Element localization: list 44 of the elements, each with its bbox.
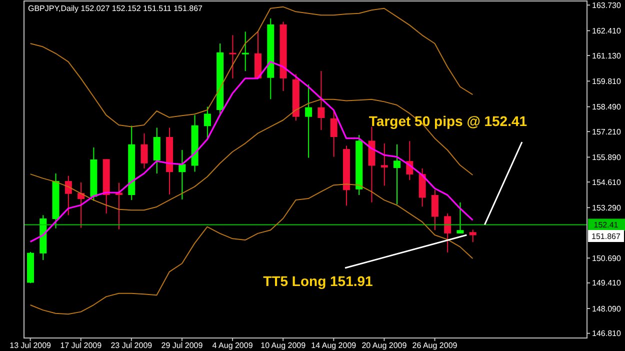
chart-title: GBPJPY,Daily 152.027 152.152 151.511 151.867	[28, 4, 204, 13]
candlestick	[204, 106, 211, 139]
candlestick	[456, 202, 464, 234]
candlestick	[242, 31, 249, 72]
y-tick-label: 161.130	[592, 51, 622, 60]
candlestick	[444, 212, 452, 253]
candlestick	[431, 189, 438, 231]
x-tick-label: 20 Aug 2009	[362, 341, 408, 350]
y-tick-label: 158.490	[592, 102, 622, 112]
candlestick	[178, 150, 186, 200]
x-tick-label: 26 Aug 2009	[412, 341, 458, 350]
x-tick-label: 13 Jul 2009	[10, 341, 52, 350]
y-tick-label: 150.690	[592, 254, 622, 263]
x-tick-label: 17 Jul 2009	[60, 341, 102, 350]
candlestick	[394, 144, 401, 205]
y-tick-label: 148.090	[592, 304, 622, 314]
y-tick-label: 159.810	[592, 76, 622, 86]
y-tick-label: 155.890	[592, 153, 622, 162]
y-tick-label: 157.210	[592, 127, 622, 136]
candlestick	[330, 110, 338, 158]
y-tick-label: 146.810	[592, 329, 622, 338]
candlestick	[140, 132, 148, 169]
candlestick	[305, 84, 312, 158]
annotation: TT5 Long 151.91	[263, 273, 374, 289]
x-tick-label: 14 Aug 2009	[311, 341, 357, 350]
x-tick-label: 29 Jul 2009	[161, 341, 204, 350]
y-tick-label: 149.410	[592, 278, 622, 288]
x-tick-label: 10 Aug 2009	[260, 341, 306, 350]
candlestick	[318, 70, 325, 131]
y-tick-label: 162.410	[592, 26, 622, 36]
y-tick-label: 154.610	[592, 178, 622, 187]
y-tick-label: 153.290	[592, 203, 622, 212]
candlestick	[153, 127, 160, 174]
line-series	[30, 184, 474, 315]
text: 151.867	[592, 232, 622, 241]
x-tick-label: 4 Aug 2009	[212, 341, 254, 350]
candlestick	[418, 168, 426, 208]
x-tick-label: 23 Jul 2009	[110, 341, 153, 350]
y-tick-label: 163.730	[592, 0, 622, 10]
candlestick	[469, 229, 476, 243]
candlestick	[380, 142, 388, 186]
candlestick	[229, 34, 236, 79]
candlestick	[64, 175, 72, 216]
ref-line-label: 152.41	[594, 220, 619, 230]
